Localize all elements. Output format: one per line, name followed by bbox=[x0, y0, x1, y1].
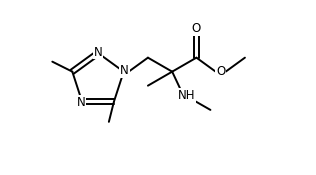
Text: O: O bbox=[192, 22, 201, 35]
Text: O: O bbox=[216, 65, 225, 78]
Text: N: N bbox=[77, 96, 86, 109]
Text: N: N bbox=[120, 64, 129, 77]
Text: NH: NH bbox=[177, 89, 195, 102]
Text: N: N bbox=[94, 46, 102, 58]
